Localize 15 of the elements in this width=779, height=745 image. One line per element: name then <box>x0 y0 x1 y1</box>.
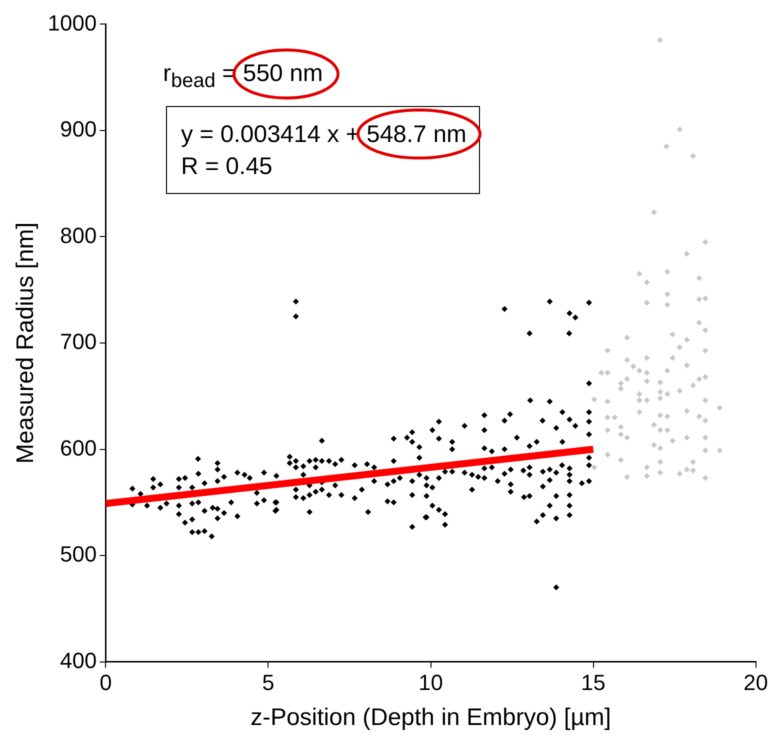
y-axis-title: Measured Radius [nm] <box>12 222 40 464</box>
y-tick-label: 900 <box>60 116 97 142</box>
x-tick-label: 15 <box>581 670 606 696</box>
x-tick-label: 5 <box>262 670 274 696</box>
y-tick-label: 500 <box>60 542 97 567</box>
y-tick-label: 600 <box>60 435 97 460</box>
x-tick-label: 10 <box>418 670 443 696</box>
y-tick-label: 1000 <box>48 10 97 36</box>
y-tick-label: 700 <box>60 329 97 354</box>
annotation: R = 0.45 <box>181 152 274 182</box>
x-tick-label: 20 <box>744 670 768 696</box>
x-axis-title: z-Position (Depth in Embryo) [µm] <box>250 704 612 732</box>
x-tick-label: 0 <box>100 670 112 696</box>
y-tick-label: 800 <box>60 222 97 248</box>
y-tick-label: 400 <box>60 648 97 673</box>
